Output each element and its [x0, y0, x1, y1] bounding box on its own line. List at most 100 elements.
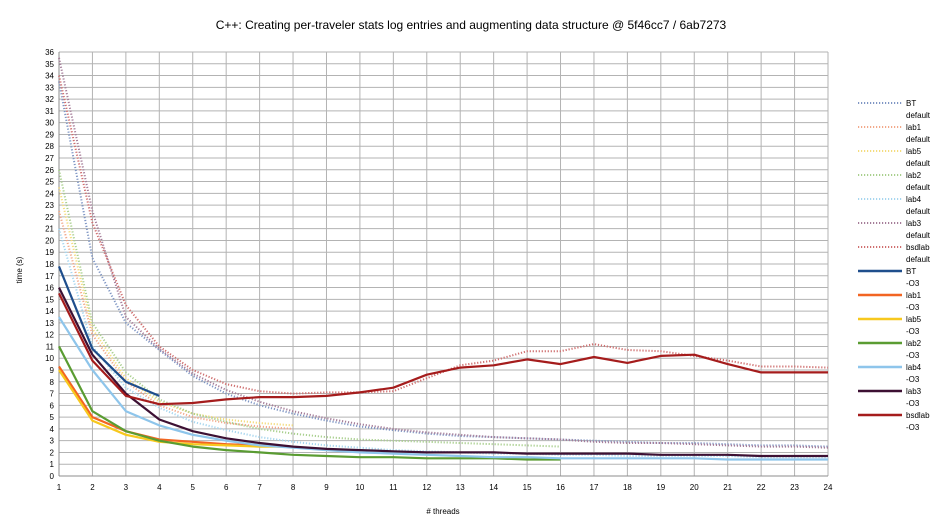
y-tick-label: 17 [45, 272, 54, 281]
legend-label-sub: -O3 [906, 375, 920, 384]
y-tick-label: 9 [50, 366, 55, 375]
legend-label: lab1 [906, 123, 922, 132]
legend-label: BT [906, 99, 916, 108]
y-tick-label: 16 [45, 284, 54, 293]
y-tick-labels: 0123456789101112131415161718192021222324… [45, 48, 54, 481]
y-tick-label: 13 [45, 319, 54, 328]
y-tick-label: 14 [45, 307, 54, 316]
legend-label-sub: default [906, 183, 931, 192]
legend-label-sub: default [906, 135, 931, 144]
legend-label: lab5 [906, 315, 922, 324]
legend-label: lab5 [906, 147, 922, 156]
legend-label-sub: -O3 [906, 399, 920, 408]
x-tick-label: 7 [257, 483, 262, 492]
legend-label: lab2 [906, 171, 922, 180]
legend-label: lab1 [906, 291, 922, 300]
legend-label-sub: -O3 [906, 351, 920, 360]
legend-label-sub: -O3 [906, 279, 920, 288]
series-line-0 [58, 81, 829, 448]
legend-label-sub: default [906, 111, 931, 120]
legend-label: lab4 [906, 363, 922, 372]
y-tick-label: 24 [45, 189, 54, 198]
legend-label-sub: default [906, 159, 931, 168]
x-tick-label: 6 [224, 483, 229, 492]
x-tick-label: 10 [355, 483, 364, 492]
y-tick-label: 29 [45, 130, 54, 139]
y-tick-label: 25 [45, 178, 54, 187]
x-tick-label: 20 [690, 483, 699, 492]
x-tick-label: 13 [456, 483, 465, 492]
x-tick-label: 14 [489, 483, 498, 492]
legend-label: bsdlab [906, 243, 930, 252]
y-tick-label: 36 [45, 48, 54, 57]
y-tick-label: 2 [50, 448, 55, 457]
series-line-11 [58, 316, 828, 461]
y-tick-label: 4 [50, 425, 55, 434]
y-tick-label: 10 [45, 354, 54, 363]
legend-label: lab2 [906, 339, 922, 348]
y-tick-label: 34 [45, 72, 54, 81]
x-tick-label: 19 [656, 483, 665, 492]
legend-label-sub: -O3 [906, 303, 920, 312]
y-tick-label: 35 [45, 60, 54, 69]
y-axis-title: time (s) [15, 256, 24, 283]
y-tick-label: 23 [45, 201, 54, 210]
x-tick-labels: 1 2 3 4 5 6 7 8 9 10 11 12 13 14 15 16 17 18 19 20 21 22 23 24 [57, 483, 833, 492]
y-tick-label: 20 [45, 236, 54, 245]
series-line-3 [58, 169, 561, 448]
y-tick-label: 27 [45, 154, 54, 163]
legend-label: BT [906, 267, 916, 276]
y-tick-label: 1 [50, 460, 55, 469]
x-tick-label: 24 [824, 483, 833, 492]
y-tick-label: 18 [45, 260, 54, 269]
y-tick-label: 3 [50, 437, 55, 446]
y-tick-label: 28 [45, 142, 54, 151]
chart-title: C++: Creating per-traveler stats log ent… [216, 18, 727, 32]
y-tick-label: 33 [45, 83, 54, 92]
y-tick-label: 15 [45, 295, 54, 304]
legend-label: bsdlab [906, 411, 930, 420]
series-line-13 [58, 292, 828, 406]
x-tick-label: 3 [124, 483, 129, 492]
legend-label-sub: default [906, 207, 931, 216]
series-line-5 [58, 57, 829, 449]
y-tick-label: 7 [50, 390, 55, 399]
x-tick-label: 18 [623, 483, 632, 492]
y-tick-label: 19 [45, 248, 54, 257]
x-tick-label: 16 [556, 483, 565, 492]
y-tick-label: 32 [45, 95, 54, 104]
y-tick-label: 21 [45, 225, 54, 234]
legend-label-sub: -O3 [906, 327, 920, 336]
series-line-7 [57, 265, 160, 397]
y-tick-label: 6 [50, 401, 55, 410]
x-tick-label: 17 [590, 483, 599, 492]
series-line-12 [58, 287, 828, 458]
y-tick-label: 26 [45, 166, 54, 175]
x-tick-label: 8 [291, 483, 296, 492]
x-tick-label: 5 [191, 483, 196, 492]
y-tick-label: 5 [50, 413, 55, 422]
y-tick-label: 11 [46, 342, 55, 351]
axes [58, 52, 828, 477]
x-tick-label: 12 [422, 483, 431, 492]
x-tick-label: 15 [523, 483, 532, 492]
legend-label: lab3 [906, 387, 922, 396]
y-tick-label: 0 [50, 472, 55, 481]
x-tick-label: 9 [324, 483, 329, 492]
y-tick-label: 30 [45, 119, 54, 128]
legend: BT default lab1 default lab5 default lab2 defau… [858, 99, 931, 432]
legend-label: lab3 [906, 219, 922, 228]
legend-label-sub: default [906, 255, 931, 264]
x-tick-label: 2 [90, 483, 95, 492]
x-tick-label: 11 [389, 483, 398, 492]
x-axis-title: # threads [426, 507, 459, 516]
series-line-1 [58, 210, 294, 430]
legend-label-sub: -O3 [906, 423, 920, 432]
y-tick-label: 8 [50, 378, 55, 387]
grid [58, 51, 829, 477]
x-tick-label: 23 [790, 483, 799, 492]
x-tick-label: 21 [723, 483, 732, 492]
x-tick-label: 22 [757, 483, 766, 492]
series-lines [57, 57, 829, 461]
